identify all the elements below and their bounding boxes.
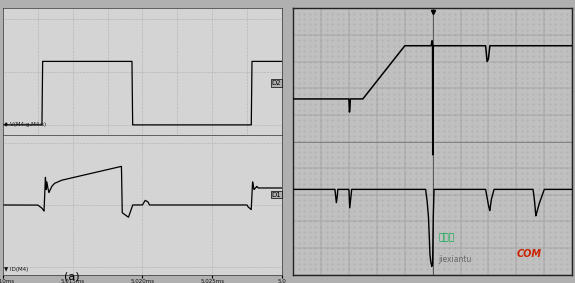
Text: (a): (a): [64, 272, 80, 282]
Text: COM: COM: [516, 248, 542, 259]
Text: D2: D2: [271, 80, 281, 86]
Text: D1: D1: [271, 192, 281, 198]
Text: ▼ ID(M4): ▼ ID(M4): [4, 267, 29, 272]
Text: ◆ V(M4:g,M4:s): ◆ V(M4:g,M4:s): [4, 122, 47, 127]
Text: 接线图: 接线图: [438, 233, 454, 243]
Text: jiexiantu: jiexiantu: [438, 255, 472, 264]
